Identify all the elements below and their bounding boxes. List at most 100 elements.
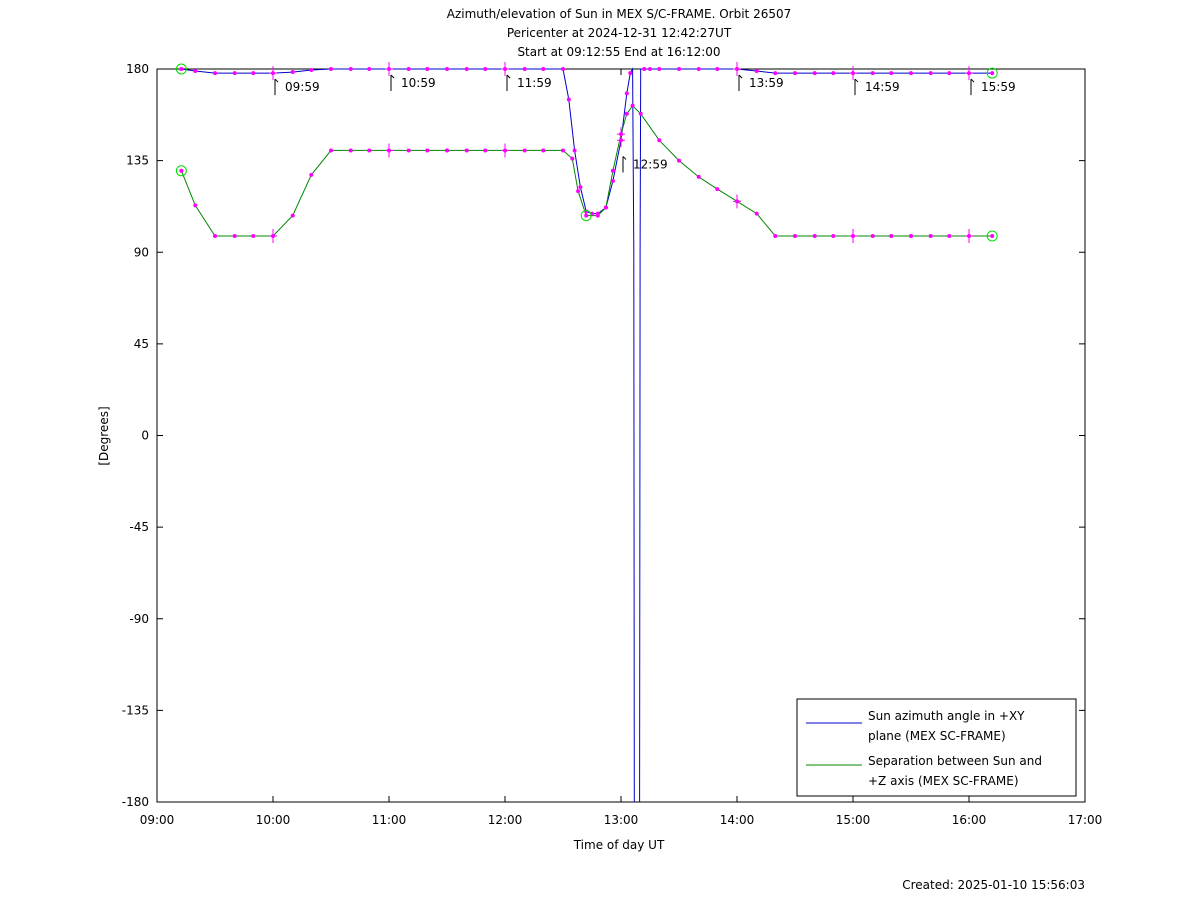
- separation-point: [584, 213, 589, 218]
- annotation-label: 15:59: [981, 80, 1016, 94]
- x-tick-label: 12:00: [488, 813, 523, 827]
- azimuth-point: [812, 71, 817, 76]
- separation-point: [928, 233, 933, 238]
- separation-point: [630, 103, 635, 108]
- azimuth-point: [367, 67, 372, 71]
- azimuth-end-marker: [175, 63, 187, 75]
- separation-point: [329, 148, 333, 153]
- separation-point: [576, 189, 581, 194]
- y-tick-label: 45: [134, 337, 149, 351]
- separation-point: [193, 203, 198, 208]
- azimuth-point: [648, 67, 652, 71]
- separation-point: [425, 148, 430, 153]
- annotation-label: 11:59: [517, 76, 552, 90]
- pericenter-marker: [580, 210, 592, 222]
- separation-point: [754, 211, 759, 216]
- azimuth-point: [406, 67, 411, 71]
- separation-end-marker: [175, 165, 187, 177]
- annotation-arrowhead-6: [970, 78, 975, 83]
- x-tick-label: 14:00: [720, 813, 755, 827]
- separation-point: [624, 111, 629, 116]
- azimuth-point: [179, 67, 184, 71]
- separation-point: [595, 213, 600, 218]
- title-line-3: Start at 09:12:55 End at 16:12:00: [517, 45, 720, 59]
- x-tick-label: 17:00: [1068, 813, 1103, 827]
- azimuth-point: [541, 67, 546, 71]
- separation-point: [483, 148, 488, 153]
- azimuth-point: [522, 67, 527, 71]
- azimuth-point: [464, 67, 469, 71]
- title-line-1: Azimuth/elevation of Sun in MEX S/C-FRAM…: [447, 7, 792, 21]
- azimuth-point: [928, 71, 933, 76]
- azimuth-point: [754, 69, 759, 74]
- separation-point: [603, 205, 608, 210]
- separation-point: [561, 148, 565, 153]
- separation-point: [793, 233, 797, 238]
- separation-point: [179, 168, 184, 173]
- separation-point: [232, 233, 237, 238]
- azimuth-point: [213, 71, 217, 76]
- x-tick-label: 11:00: [372, 813, 407, 827]
- x-tick-label: 09:00: [140, 813, 175, 827]
- separation-point: [831, 233, 836, 238]
- separation-point: [715, 187, 720, 192]
- y-tick-label: 0: [141, 429, 149, 443]
- azimuth-point: [624, 91, 629, 96]
- x-axis-label: Time of day UT: [573, 838, 665, 852]
- annotation-label: 13:59: [749, 76, 784, 90]
- axis-ticks: 09:00 10:00 11:00 12:00 13:00 14:00 15:00 16:00…: [122, 62, 1103, 827]
- azimuth-point: [990, 71, 995, 76]
- azimuth-point: [909, 71, 913, 76]
- separation-point: [541, 148, 546, 153]
- plot-frame: [156, 68, 1086, 803]
- azimuth-point: [232, 71, 237, 76]
- title-line-2: Pericenter at 2024-12-31 12:42:27UT: [507, 26, 732, 40]
- azimuth-point: [870, 71, 875, 76]
- azimuth-point: [773, 71, 778, 76]
- azimuth-point: [947, 71, 952, 76]
- azimuth-point: [793, 71, 797, 76]
- legend-label-azimuth-line-2: plane (MEX SC-FRAME): [868, 729, 1006, 743]
- separation-point: [812, 233, 817, 238]
- annotation-arrowhead-5: [854, 78, 859, 83]
- azimuth-point: [483, 67, 488, 71]
- chart-title: Azimuth/elevation of Sun in MEX S/C-FRAM…: [447, 7, 792, 59]
- separation-point: [610, 168, 615, 173]
- y-tick-label: 90: [134, 245, 149, 259]
- annotation-label: 10:59: [401, 76, 436, 90]
- legend-box: [796, 698, 1077, 797]
- separation-point: [696, 174, 701, 179]
- azimuth-point: [610, 178, 615, 183]
- azimuth-point: [445, 67, 449, 71]
- azimuth-point: [657, 67, 662, 71]
- legend-label-azimuth-line-1: Sun azimuth angle in +XY: [868, 709, 1025, 723]
- created-footer: Created: 2025-01-10 15:56:03: [902, 878, 1085, 892]
- annotation-arrowhead-1: [390, 74, 395, 79]
- y-tick-label: -90: [129, 612, 149, 626]
- annotation-label: 12:59: [633, 157, 668, 171]
- y-tick-label: -135: [122, 703, 149, 717]
- x-tick-label: 16:00: [952, 813, 987, 827]
- separation-point: [570, 156, 575, 161]
- separation-point: [213, 233, 217, 238]
- azimuth-point: [193, 69, 198, 74]
- separation-point: [990, 233, 995, 238]
- separation-point: [348, 148, 353, 153]
- separation-point: [522, 148, 527, 153]
- time-annotations: 09:59 10:59 11:59 12:59 13:59 14:59 15:59: [274, 74, 1016, 173]
- azimuth-point: [309, 68, 314, 73]
- separation-end-marker: [986, 230, 998, 242]
- azimuth-point: [290, 70, 295, 75]
- y-tick-label: -45: [129, 520, 149, 534]
- y-tick-label: 135: [126, 154, 149, 168]
- y-tick-label: -180: [122, 795, 149, 809]
- separation-point: [889, 233, 894, 238]
- azimuth-point: [251, 71, 256, 76]
- annotation-label: 14:59: [865, 80, 900, 94]
- separation-point: [947, 233, 952, 238]
- azimuth-point: [642, 67, 647, 71]
- azimuth-point: [628, 71, 633, 76]
- separation-point: [406, 148, 411, 153]
- separation-point: [290, 213, 295, 218]
